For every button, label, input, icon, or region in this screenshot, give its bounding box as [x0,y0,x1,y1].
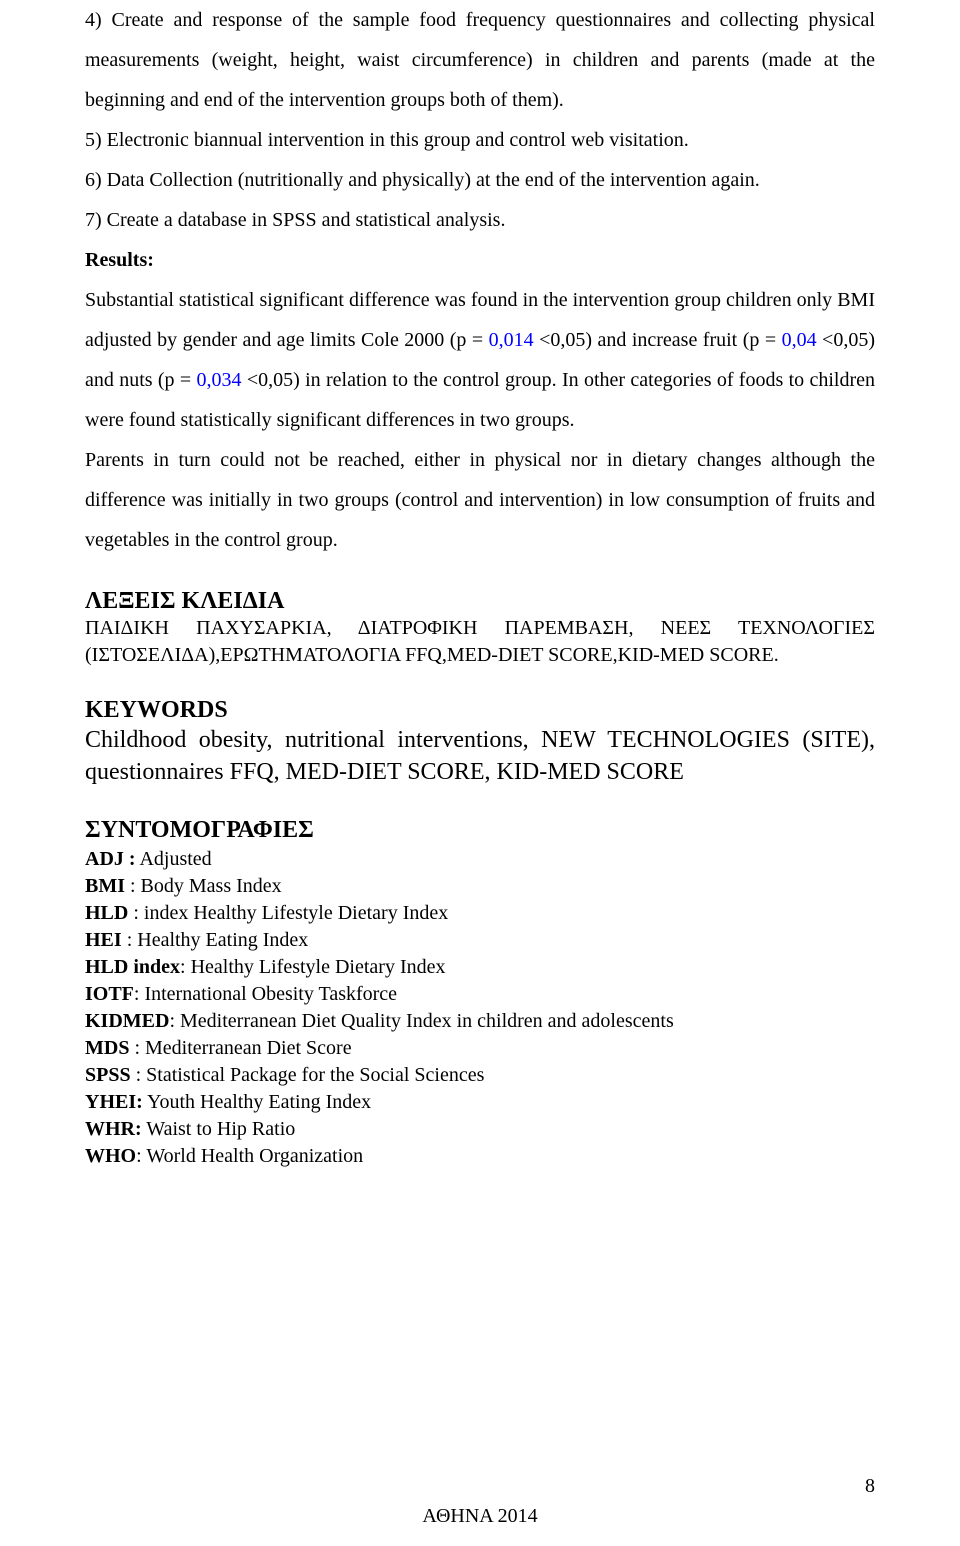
abbreviation-row: BMI : Body Mass Index [85,873,875,900]
abbreviation-value: : Healthy Lifestyle Dietary Index [180,956,445,978]
results-pvalue-1: 0,014 [489,329,534,351]
abbreviation-key: IOTF [85,983,134,1005]
results-text: <0,05) and increase fruit (p = [534,329,782,351]
abbreviation-key: YHEI: [85,1091,143,1113]
paragraph-item-5: 5) Electronic biannual intervention in t… [85,120,875,160]
abbreviation-row: MDS : Mediterranean Diet Score [85,1035,875,1062]
abbreviation-row: IOTF: International Obesity Taskforce [85,981,875,1008]
abbreviation-value: Youth Healthy Eating Index [143,1091,371,1113]
keywords-en-heading: KEYWORDS [85,697,875,724]
abbreviation-row: WHO: World Health Organization [85,1143,875,1170]
abbreviation-row: WHR: Waist to Hip Ratio [85,1116,875,1143]
abbreviation-key: SPSS [85,1064,131,1086]
page-number: 8 [865,1475,875,1498]
abbreviation-row: KIDMED: Mediterranean Diet Quality Index… [85,1008,875,1035]
abbreviation-key: MDS [85,1037,129,1059]
abbreviation-key: HLD [85,902,128,924]
paragraph-item-6: 6) Data Collection (nutritionally and ph… [85,160,875,200]
results-paragraph: Substantial statistical significant diff… [85,280,875,440]
abbreviation-row: ADJ : Adjusted [85,846,875,873]
abbreviations-list: ADJ : AdjustedBMI : Body Mass IndexHLD :… [85,846,875,1170]
abbreviation-value: : World Health Organization [136,1145,363,1167]
abbreviation-row: SPSS : Statistical Package for the Socia… [85,1062,875,1089]
abbreviation-key: WHR: [85,1118,142,1140]
abbreviation-key: HLD index [85,956,180,978]
results-pvalue-2: 0,04 [782,329,817,351]
paragraph-item-7: 7) Create a database in SPSS and statist… [85,200,875,240]
abbreviation-row: YHEI: Youth Healthy Eating Index [85,1089,875,1116]
abbreviation-key: ADJ : [85,848,136,870]
abbreviation-value: Adjusted [136,848,212,870]
paragraph-item-4: 4) Create and response of the sample foo… [85,0,875,120]
keywords-gr-heading: ΛΕΞΕΙΣ ΚΛΕΙΔΙΑ [85,588,875,615]
abbreviation-row: HLD index: Healthy Lifestyle Dietary Ind… [85,954,875,981]
keywords-en-text: Childhood obesity, nutritional intervent… [85,724,875,789]
abbreviation-value: : index Healthy Lifestyle Dietary Index [128,902,448,924]
footer-text: ΑΘΗΝΑ 2014 [0,1505,960,1528]
results-heading: Results: [85,240,875,280]
keywords-gr-text: ΠΑΙΔΙΚΗ ΠΑΧΥΣΑΡΚΙΑ, ΔΙΑΤΡΟΦΙΚΗ ΠΑΡΕΜΒΑΣΗ… [85,615,875,669]
abbreviation-key: WHO [85,1145,136,1167]
abbreviation-value: : Statistical Package for the Social Sci… [131,1064,485,1086]
abbreviation-row: HEI : Healthy Eating Index [85,927,875,954]
abbreviation-value: : Body Mass Index [125,875,282,897]
abbreviation-value: Waist to Hip Ratio [142,1118,296,1140]
abbreviation-value: : Mediterranean Diet Quality Index in ch… [169,1010,673,1032]
abbreviation-row: HLD : index Healthy Lifestyle Dietary In… [85,900,875,927]
abbreviation-value: : Mediterranean Diet Score [129,1037,351,1059]
results-pvalue-3: 0,034 [196,369,241,391]
abbreviation-key: BMI [85,875,125,897]
abbreviation-key: HEI [85,929,122,951]
parents-paragraph: Parents in turn could not be reached, ei… [85,440,875,560]
abbreviations-heading: ΣΥΝΤΟΜΟΓΡΑΦΙΕΣ [85,817,875,844]
abbreviation-value: : Healthy Eating Index [122,929,309,951]
abbreviation-key: KIDMED [85,1010,169,1032]
abbreviation-value: : International Obesity Taskforce [134,983,397,1005]
